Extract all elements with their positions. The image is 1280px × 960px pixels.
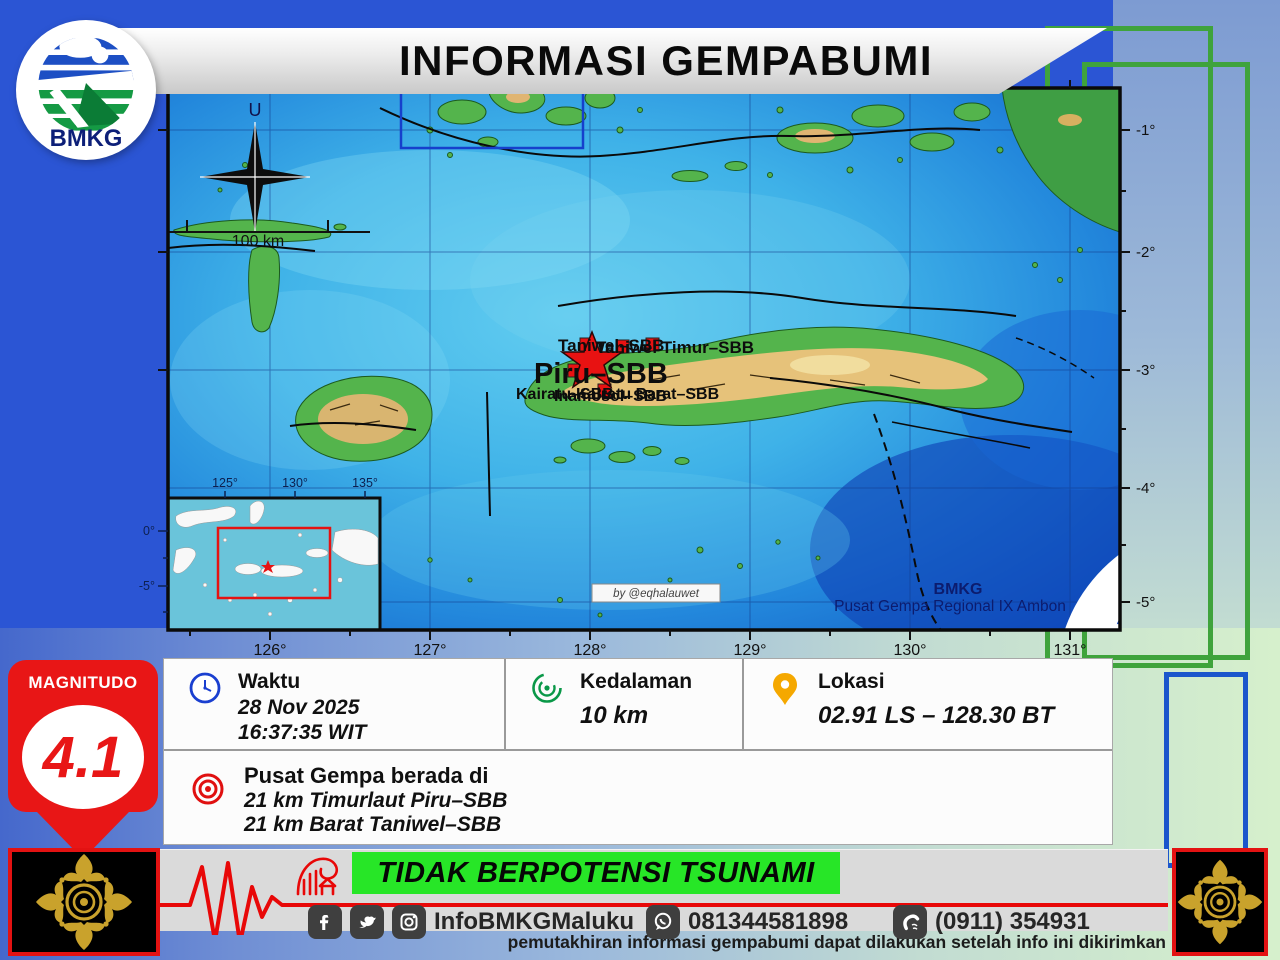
bmkg-logo-text: BMKG [50,125,123,152]
epicenter-label: Pusat Gempa berada di [244,763,489,788]
scale-label: 100 km [232,233,284,250]
place-label: Taniwel Timur–SBB [596,338,754,357]
location-label: Lokasi [818,670,885,693]
ornament-maluku-right [1172,848,1268,956]
place-label: Kairatu Barat–SBB [576,386,719,403]
clock-icon [189,672,221,704]
place-label: Inamosol–SBB [554,388,667,405]
title-bar: INFORMASI GEMPABUMI [85,28,1107,94]
location-value: 02.91 LS – 128.30 BT [818,701,1055,729]
svg-text:130°: 130° [282,476,308,490]
tsunami-status-text: TIDAK BERPOTENSI TSUNAMI [377,856,815,889]
place-labels: Taniwel–SBB Taniwel Timur–SBB Piru–SBB K… [516,336,754,405]
depth-label: Kedalaman [580,670,693,693]
depth-value: 10 km [580,701,649,729]
map-content: Taniwel–SBB Taniwel Timur–SBB Piru–SBB K… [168,88,1165,660]
svg-text:-5°: -5° [1136,594,1155,611]
phone-number: (0911) 354931 [935,908,1090,935]
svg-text:128°: 128° [573,642,606,659]
instagram-icon [392,905,426,939]
magnitude-badge: MAGNITUDO 4.1 [8,660,158,855]
svg-text:125°: 125° [212,476,238,490]
svg-text:-5°: -5° [139,579,155,593]
whatsapp-icon [646,905,680,939]
epicenter-line2: 21 km Barat Taniwel–SBB [244,813,502,836]
whatsapp-row: 081344581898 [646,905,848,939]
location-cell: Lokasi 02.91 LS – 128.30 BT [744,659,1112,749]
place-label: Taniwel–SBB [558,336,664,355]
region-highlight-box [399,88,585,150]
details-panel: Waktu 28 Nov 2025 16:37:35 WIT Kedalaman… [163,658,1113,845]
location-pin-icon [773,673,797,705]
north-label: U [249,100,262,120]
magnitude-label: MAGNITUDO [28,673,137,692]
svg-text:129°: 129° [733,642,766,659]
scale-bar [168,220,370,233]
axis-ticks [158,80,1130,640]
magnitude-value: 4.1 [42,725,124,790]
svg-text:131°: 131° [1053,642,1086,659]
epicenter-rings-icon [192,773,224,805]
inset-ticks [158,491,366,613]
y-axis-labels: -1° -2° -3° -4° -5° [1136,122,1155,611]
svg-text:-2°: -2° [1136,244,1155,261]
svg-text:0°: 0° [143,524,155,538]
svg-text:126°: 126° [253,642,286,659]
tsunami-wave-icon [296,857,339,896]
time-cell: Waktu 28 Nov 2025 16:37:35 WIT [164,659,506,749]
time-clock: 16:37:35 WIT [238,721,367,745]
page-title: INFORMASI GEMPABUMI [398,37,934,84]
time-label: Waktu [238,670,301,693]
ornament-maluku-left [8,848,160,956]
tsunami-status-banner: TIDAK BERPOTENSI TSUNAMI [352,852,840,894]
inset-region-box [216,526,332,600]
decor-frame-blue [1164,672,1248,868]
map-attribution: BMKG Pusat Gempa Regional IX Ambon [834,522,1165,660]
whatsapp-number: 081344581898 [688,908,849,935]
depth-cell: Kedalaman 10 km [506,659,744,749]
watermark: by @eqhalauwet [591,583,721,603]
place-label-epicenter: Piru–SBB [534,358,668,390]
time-date: 28 Nov 2025 [238,695,360,719]
fault-lines [168,107,1095,630]
x-axis-labels: 126° 127° 128° 129° 130° 131° [253,642,1086,659]
inset-epicenter-star [261,560,275,573]
svg-text:-1°: -1° [1136,122,1155,139]
svg-text:130°: 130° [893,642,926,659]
attribution-org: BMKG [934,581,983,598]
inset-labels: 125° 130° 135° 0° -5° [139,476,378,593]
epicenter-markers [559,329,660,398]
earthquake-map: Taniwel–SBB Taniwel Timur–SBB Piru–SBB K… [139,80,1165,660]
epicenter-cell: Pusat Gempa berada di 21 km Timurlaut Pi… [164,751,1112,844]
epicenter-line1: 21 km Timurlaut Piru–SBB [244,789,508,812]
svg-text:by @eqhalauwet: by @eqhalauwet [613,588,700,600]
city-marker [597,383,612,398]
place-label: Kairatu–SBB [516,386,614,403]
attribution-line: Pusat Gempa Regional IX Ambon [834,598,1066,615]
bmkg-logo: BMKG [16,20,156,160]
twitter-icon [350,905,384,939]
svg-text:127°: 127° [413,642,446,659]
facebook-icon [308,905,342,939]
social-media-row: InfoBMKGMaluku [308,905,634,939]
phone-icon [893,905,927,939]
depth-icon [532,673,562,703]
svg-text:-3°: -3° [1136,362,1155,379]
social-handle: InfoBMKGMaluku [434,908,634,935]
phone-row: (0911) 354931 [893,905,1090,939]
svg-text:-4°: -4° [1136,480,1155,497]
compass-rose [200,122,310,232]
svg-text:135°: 135° [352,476,378,490]
epicenter-star [559,329,625,389]
inset-map [168,496,382,630]
city-marker [615,339,630,354]
city-marker [645,337,660,352]
